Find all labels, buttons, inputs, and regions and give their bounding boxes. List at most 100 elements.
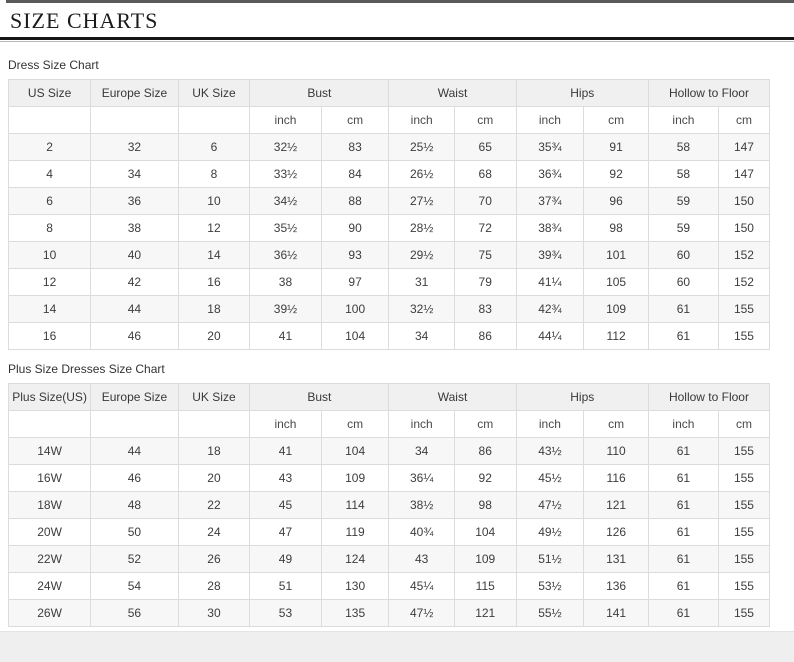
plus-size-chart-section: Plus Size Dresses Size Chart Plus Size(U… [7, 359, 771, 627]
size-cell: 49½ [515, 518, 585, 546]
size-cell: 4 [7, 160, 92, 188]
dress-size-table: US Size Europe Size UK Size Bust Waist Hips Ho… [7, 79, 771, 350]
size-cell: 32½ [388, 295, 455, 323]
size-cell: 60 [647, 268, 719, 296]
size-cell: 119 [320, 518, 390, 546]
size-cell: 56 [90, 599, 179, 627]
size-cell: 22 [177, 491, 251, 519]
size-cell: 27½ [388, 187, 455, 215]
size-cell: 61 [647, 464, 719, 492]
size-cell: 121 [453, 599, 517, 627]
table-row: 6 36 10 34½ 88 27½ 70 37¾ 96 59 150 [7, 187, 771, 215]
size-cell: 50 [90, 518, 179, 546]
size-cell: 14 [7, 295, 92, 323]
size-cell: 126 [583, 518, 649, 546]
table-row: 16 46 20 41 104 34 86 44¼ 112 61 155 [7, 322, 771, 350]
size-cell: 44 [90, 295, 179, 323]
column-header: UK Size [177, 383, 251, 411]
table-row: 14 44 18 39½ 100 32½ 83 42¾ 109 61 155 [7, 295, 771, 323]
size-cell: 86 [453, 437, 517, 465]
blank-header-cell [177, 106, 251, 134]
size-cell: 39¾ [515, 241, 585, 269]
size-cell: 51 [249, 572, 322, 600]
size-cell: 84 [320, 160, 390, 188]
unit-header: inch [515, 410, 585, 438]
size-cell: 59 [647, 187, 719, 215]
size-cell: 53 [249, 599, 322, 627]
table-row: 18W 48 22 45 114 38½ 98 47½ 121 61 155 [7, 491, 771, 519]
size-cell: 29½ [388, 241, 455, 269]
table-row: 16W 46 20 43 109 36¼ 92 45½ 116 61 155 [7, 464, 771, 492]
size-cell: 101 [583, 241, 649, 269]
size-cell: 155 [717, 322, 771, 350]
size-cell: 44¼ [515, 322, 585, 350]
size-cell: 115 [453, 572, 517, 600]
group-header: Hips [515, 79, 649, 107]
size-cell: 47½ [388, 599, 455, 627]
size-cell: 155 [717, 464, 771, 492]
size-cell: 55½ [515, 599, 585, 627]
size-cell: 61 [647, 322, 719, 350]
size-cell: 96 [583, 187, 649, 215]
size-cell: 46 [90, 322, 179, 350]
unit-header: cm [320, 410, 390, 438]
size-cell: 30 [177, 599, 251, 627]
size-cell: 44 [90, 437, 179, 465]
size-cell: 147 [717, 133, 771, 161]
size-cell: 92 [583, 160, 649, 188]
size-cell: 83 [453, 295, 517, 323]
size-cell: 10 [177, 187, 251, 215]
size-cell: 124 [320, 545, 390, 573]
size-cell: 18 [177, 437, 251, 465]
group-header: Hips [515, 383, 649, 411]
size-cell: 8 [7, 214, 92, 242]
size-cell: 47½ [515, 491, 585, 519]
table-row: 26W 56 30 53 135 47½ 121 55½ 141 61 155 [7, 599, 771, 627]
size-cell: 8 [177, 160, 251, 188]
column-header: UK Size [177, 79, 251, 107]
column-header: Europe Size [90, 79, 179, 107]
dress-size-chart-section: Dress Size Chart US Size Europe Size UK Si… [7, 55, 771, 350]
size-cell: 6 [177, 133, 251, 161]
size-cell: 70 [453, 187, 517, 215]
size-cell: 20W [7, 518, 92, 546]
size-cell: 16 [7, 322, 92, 350]
size-cell: 112 [583, 322, 649, 350]
size-cell: 104 [320, 322, 390, 350]
size-cell: 83 [320, 133, 390, 161]
size-cell: 42¾ [515, 295, 585, 323]
size-cell: 59 [647, 214, 719, 242]
bottom-page-band [0, 631, 794, 662]
group-header: Hollow to Floor [647, 383, 771, 411]
size-cell: 61 [647, 572, 719, 600]
size-cell: 35¾ [515, 133, 585, 161]
size-cell: 152 [717, 241, 771, 269]
size-cell: 47 [249, 518, 322, 546]
unit-header: cm [583, 410, 649, 438]
size-cell: 41¼ [515, 268, 585, 296]
size-cell: 43 [388, 545, 455, 573]
size-cell: 110 [583, 437, 649, 465]
table-row: 20W 50 24 47 119 40¾ 104 49½ 126 61 155 [7, 518, 771, 546]
unit-header-row: inch cm inch cm inch cm inch cm [7, 410, 771, 438]
blank-header-cell [90, 410, 179, 438]
size-cell: 32 [90, 133, 179, 161]
size-cell: 155 [717, 599, 771, 627]
size-cell: 61 [647, 599, 719, 627]
size-cell: 155 [717, 437, 771, 465]
unit-header: inch [388, 106, 455, 134]
size-cell: 147 [717, 160, 771, 188]
size-cell: 91 [583, 133, 649, 161]
size-cell: 22W [7, 545, 92, 573]
size-cell: 31 [388, 268, 455, 296]
size-cell: 109 [453, 545, 517, 573]
size-cell: 109 [320, 464, 390, 492]
table-row: 22W 52 26 49 124 43 109 51½ 131 61 155 [7, 545, 771, 573]
unit-header: inch [249, 106, 322, 134]
size-cell: 121 [583, 491, 649, 519]
size-cell: 104 [453, 518, 517, 546]
size-cell: 28 [177, 572, 251, 600]
size-cell: 52 [90, 545, 179, 573]
size-cell: 116 [583, 464, 649, 492]
size-cell: 45 [249, 491, 322, 519]
